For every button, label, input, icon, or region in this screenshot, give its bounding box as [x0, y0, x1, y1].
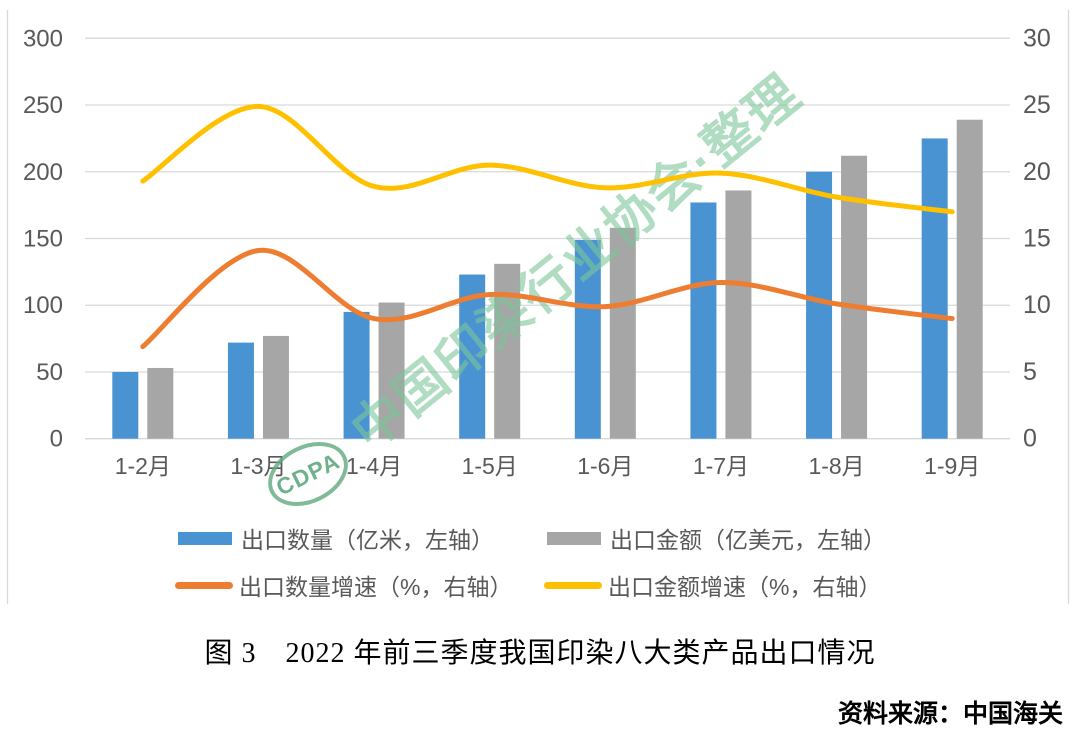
legend-swatch-export-quantity: [178, 531, 232, 545]
right-axis-tick-label: 5: [1023, 358, 1037, 386]
bar-export-value: [956, 119, 983, 439]
left-axis-tick-label: 100: [23, 292, 63, 319]
bar-export-quantity: [343, 311, 370, 439]
figure-caption: 图 3 2022 年前三季度我国印染八大类产品出口情况: [204, 638, 876, 669]
bar-export-quantity: [806, 171, 833, 439]
right-axis-tick-label: 10: [1023, 291, 1051, 319]
legend-swatch-value-growth: [544, 581, 602, 589]
x-axis-label: 1-2月: [115, 453, 171, 479]
legend-item-quantity-growth: 出口数量增速（%，右轴）: [175, 568, 512, 602]
legend-label-export-value: 出口金额（亿美元，左轴）: [610, 527, 886, 553]
line-quantity-growth: [140, 247, 955, 350]
left-axis-tick-label: 200: [23, 159, 63, 186]
left-axis-tick-label: 300: [23, 25, 63, 52]
right-axis-tick-label: 25: [1023, 91, 1051, 119]
right-axis-tick-label: 15: [1023, 225, 1051, 253]
x-axis-label: 1-8月: [808, 453, 864, 479]
legend-item-value-growth: 出口金额增速（%，右轴）: [544, 568, 881, 602]
bar-export-value: [262, 335, 289, 439]
x-axis-label: 1-7月: [693, 453, 749, 479]
legend-item-export-quantity: 出口数量（亿米，左轴）: [178, 521, 494, 555]
right-axis-tick-label: 0: [1023, 425, 1037, 453]
bar-export-value: [147, 367, 174, 439]
bar-export-value: [609, 227, 636, 439]
bar-export-quantity: [112, 371, 139, 439]
data-source-note: 资料来源：中国海关: [837, 701, 1063, 728]
line-value-growth: [140, 103, 955, 215]
legend-swatch-quantity-growth: [175, 581, 233, 589]
legend-swatch-export-value: [547, 531, 601, 545]
bar-export-value: [725, 190, 752, 439]
left-axis-tick-label: 250: [23, 92, 63, 119]
left-axis-tick-label: 0: [50, 426, 63, 453]
bar-export-quantity: [921, 138, 948, 439]
legend-label-value-growth: 出口金额增速（%，右轴）: [608, 574, 882, 600]
legend-label-export-quantity: 出口数量（亿米，左轴）: [241, 527, 494, 553]
stamp-oval-icon: [268, 442, 348, 506]
bar-export-quantity: [227, 342, 254, 439]
legend-label-quantity-growth: 出口数量增速（%，右轴）: [239, 574, 513, 600]
x-axis-label: 1-4月: [346, 453, 402, 479]
right-axis-tick-label: 20: [1023, 158, 1051, 186]
x-axis-label: 1-9月: [924, 453, 980, 479]
left-axis-tick-label: 50: [36, 359, 63, 386]
bar-export-value: [378, 302, 405, 439]
x-axis-label: 1-5月: [462, 453, 518, 479]
bar-export-quantity: [574, 239, 601, 439]
legend-item-export-value: 出口金额（亿美元，左轴）: [547, 521, 886, 555]
right-axis-tick-label: 30: [1023, 24, 1051, 52]
left-axis-tick-label: 150: [23, 226, 63, 253]
x-axis-label: 1-6月: [577, 453, 633, 479]
bar-export-quantity: [690, 202, 717, 439]
